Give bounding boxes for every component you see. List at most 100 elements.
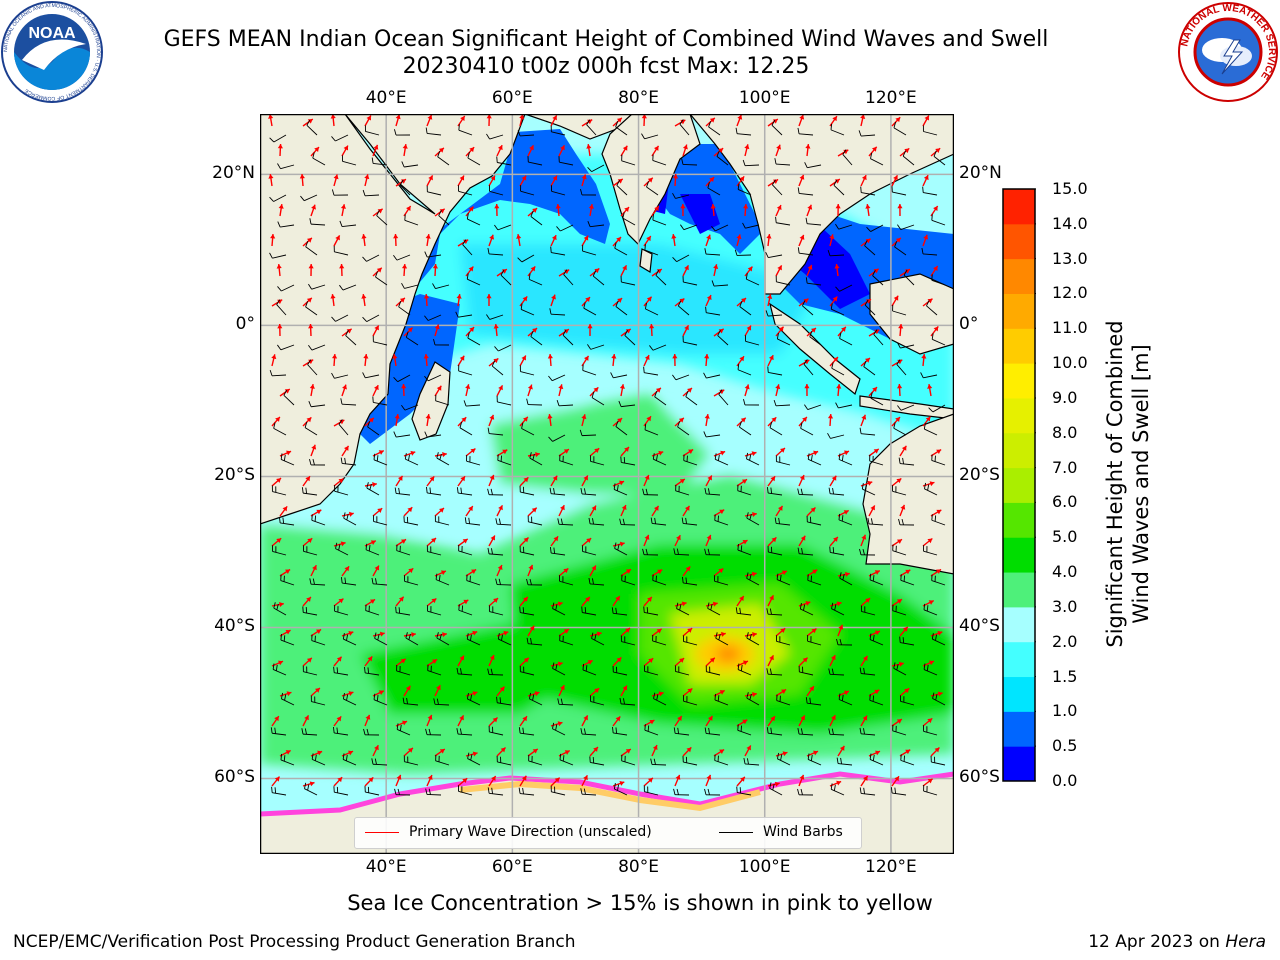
wave-arrow — [589, 386, 599, 397]
legend-swatch-black — [719, 831, 753, 833]
colorbar-segment — [1003, 676, 1035, 712]
wind-barb — [836, 757, 853, 766]
wind-barb — [615, 121, 628, 136]
wind-barb — [717, 330, 729, 346]
wave-arrow — [457, 715, 465, 727]
wave-arrow — [425, 414, 431, 427]
wind-barb — [552, 602, 566, 616]
wave-arrow — [493, 323, 499, 337]
wave-arrow — [308, 263, 314, 277]
wind-barb — [342, 692, 357, 706]
wind-barb — [835, 402, 853, 409]
wave-arrow — [457, 538, 469, 547]
wind-barb — [271, 485, 287, 496]
wind-barb — [343, 512, 357, 526]
wave-arrow — [395, 538, 407, 547]
wave-arrow — [682, 746, 692, 757]
wave-arrow — [277, 143, 283, 157]
wind-barb — [304, 421, 318, 436]
wave-arrow — [496, 449, 508, 457]
wave-arrow — [891, 416, 901, 427]
wave-arrow — [364, 655, 373, 667]
wind-barb — [334, 605, 349, 616]
wind-barb — [302, 606, 318, 616]
wind-barb — [621, 574, 636, 586]
wind-barb — [517, 254, 535, 263]
wind-barb — [859, 727, 876, 736]
wave-arrow — [558, 684, 565, 697]
wind-barb — [557, 698, 574, 706]
wind-barb — [618, 400, 636, 408]
nws-logo: NATIONAL WEATHER SERVICE — [1176, 0, 1280, 104]
wave-arrow — [364, 598, 376, 607]
legend-label-wave-direction: Primary Wave Direction (unscaled) — [409, 824, 652, 840]
wind-barb — [766, 727, 783, 736]
wind-barb — [803, 359, 814, 376]
wind-barb — [372, 396, 388, 406]
wind-barb — [466, 574, 481, 586]
wave-arrow — [713, 389, 725, 397]
wind-barb — [773, 400, 791, 407]
wave-arrow — [705, 657, 716, 667]
map-border — [260, 114, 954, 854]
wind-barb — [804, 162, 822, 169]
wind-barb — [869, 753, 884, 766]
wind-barb — [464, 517, 481, 526]
wave-arrow — [860, 655, 868, 667]
lon-tick-label-top: 80°E — [618, 88, 659, 108]
wind-barb — [922, 186, 938, 196]
wave-arrow — [868, 689, 880, 697]
wave-arrow — [705, 475, 713, 487]
wave-arrow — [488, 597, 499, 607]
colorbar-segment — [1003, 746, 1035, 782]
wind-barb — [530, 330, 543, 346]
wind-barb — [466, 455, 481, 466]
wave-arrow — [333, 598, 344, 607]
wind-barb — [859, 667, 876, 676]
wave-arrow — [798, 474, 805, 487]
wind-barb — [923, 545, 938, 556]
wave-arrow — [279, 388, 291, 397]
wind-barb — [300, 194, 318, 202]
wind-barb — [771, 119, 783, 136]
wave-arrow — [519, 175, 527, 187]
wind-barb — [496, 755, 512, 766]
wave-arrow — [829, 714, 836, 727]
wave-arrow — [672, 173, 679, 187]
wave-arrow — [372, 565, 380, 577]
wind-barb — [371, 758, 388, 766]
wind-barb — [491, 360, 504, 376]
wind-barb — [306, 119, 318, 136]
wave-arrow — [271, 354, 277, 367]
wave-arrow — [767, 715, 776, 727]
wave-arrow — [279, 505, 288, 517]
wind-barb — [427, 605, 442, 616]
colorbar-tick-label: 8.0 — [1052, 422, 1078, 442]
wind-barb — [581, 606, 597, 616]
wave-arrow — [891, 295, 899, 307]
wave-arrow — [341, 565, 350, 577]
wind-barb — [705, 306, 721, 316]
wave-arrow — [456, 294, 462, 307]
wave-arrow — [457, 655, 465, 667]
wave-arrow — [612, 236, 622, 247]
wind-barb — [616, 179, 628, 196]
wave-arrow — [558, 567, 569, 577]
wave-arrow — [425, 234, 431, 247]
wind-barb — [707, 602, 721, 616]
wind-barb — [364, 125, 380, 136]
wave-arrow — [837, 624, 844, 637]
wave-arrow — [550, 294, 556, 307]
wind-barb — [828, 487, 845, 496]
colorbar-tick-label: 2.0 — [1052, 631, 1078, 651]
wave-arrow — [434, 748, 446, 757]
wave-arrow — [587, 323, 593, 337]
wind-barb — [621, 154, 636, 166]
wind-barb — [807, 635, 822, 646]
wind-barb — [426, 486, 442, 496]
wind-barb — [769, 782, 783, 796]
wind-barb — [373, 693, 388, 706]
wind-barb — [682, 336, 698, 346]
wind-barb — [869, 633, 884, 646]
wave-arrow — [403, 506, 413, 517]
